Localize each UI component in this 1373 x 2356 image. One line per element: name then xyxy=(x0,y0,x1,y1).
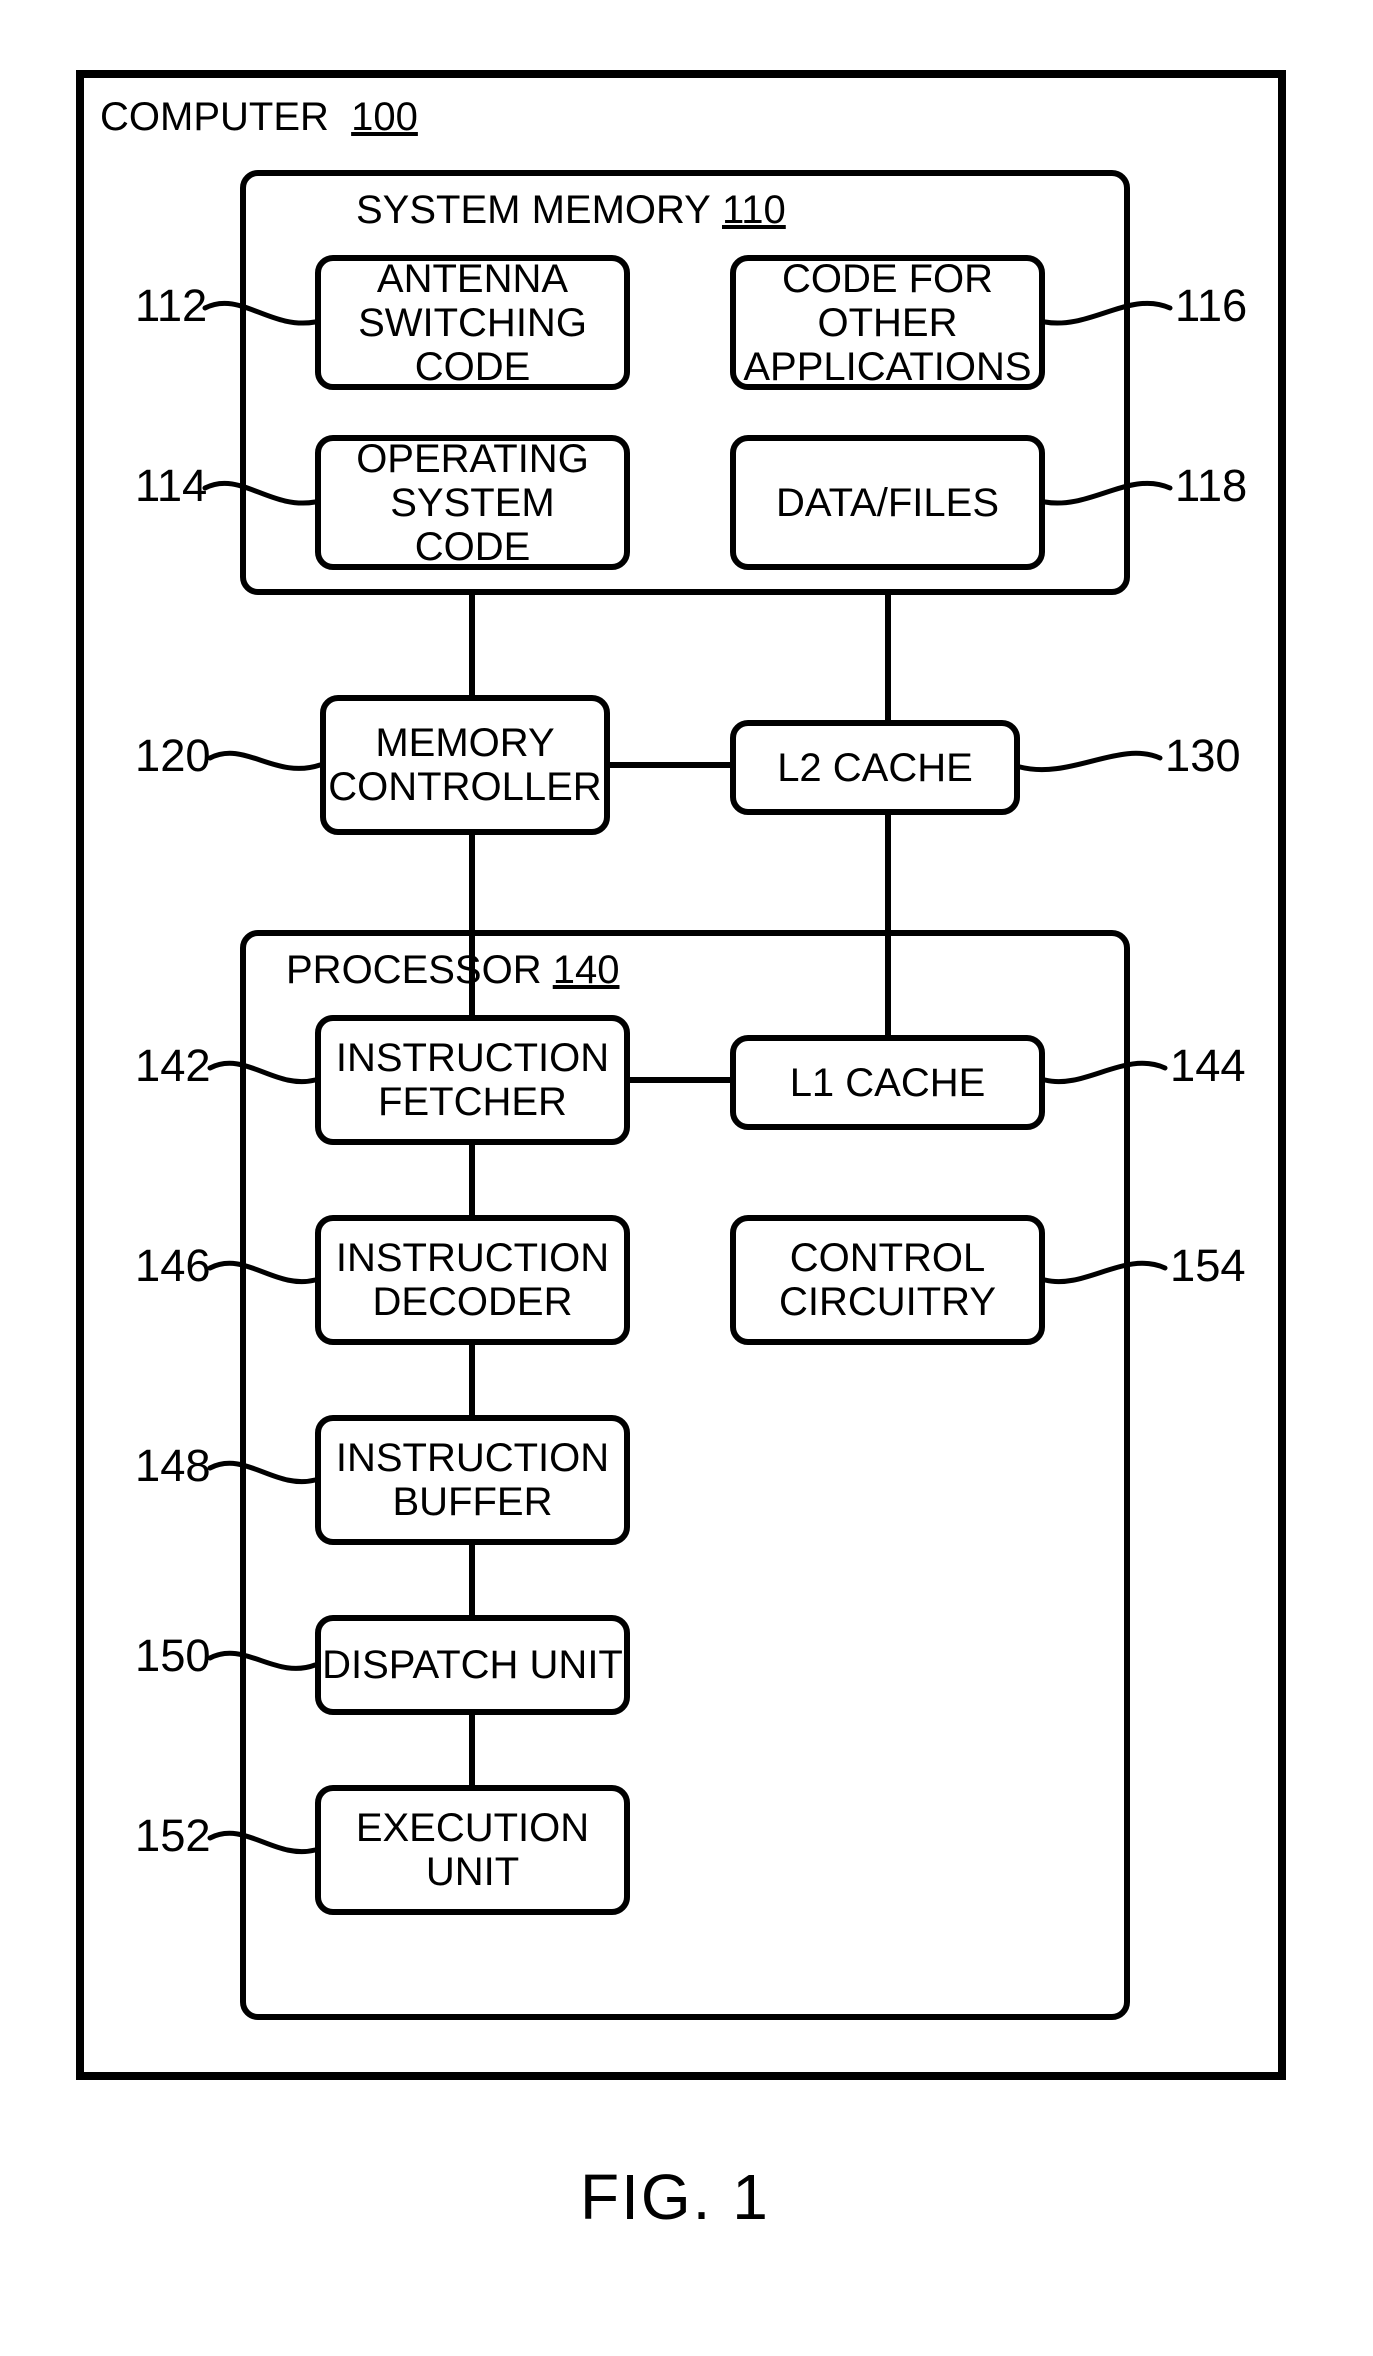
system-memory-label: SYSTEM MEMORY xyxy=(356,188,711,232)
instruction-decoder-label: INSTRUCTION DECODER xyxy=(336,1236,609,1324)
execution-unit-label: EXECUTION UNIT xyxy=(356,1806,589,1894)
figure-caption: FIG. 1 xyxy=(580,2160,770,2234)
dispatch-unit-box: DISPATCH UNIT xyxy=(315,1615,630,1715)
antenna-switching-code-label: ANTENNA SWITCHING CODE xyxy=(321,257,624,389)
instruction-fetcher-box: INSTRUCTION FETCHER xyxy=(315,1015,630,1145)
ref-120: 120 xyxy=(135,730,211,782)
system-memory-ref: 110 xyxy=(722,188,786,232)
ref-112: 112 xyxy=(135,280,207,332)
ref-144: 144 xyxy=(1170,1040,1246,1092)
memory-controller-box: MEMORY CONTROLLER xyxy=(320,695,610,835)
ref-152: 152 xyxy=(135,1810,211,1862)
control-circuitry-box: CONTROL CIRCUITRY xyxy=(730,1215,1045,1345)
ref-150: 150 xyxy=(135,1630,211,1682)
computer-title: COMPUTER 100 xyxy=(100,95,418,140)
dispatch-unit-label: DISPATCH UNIT xyxy=(322,1643,623,1687)
ref-114: 114 xyxy=(135,460,207,512)
control-circuitry-label: CONTROL CIRCUITRY xyxy=(779,1236,996,1324)
ref-146: 146 xyxy=(135,1240,211,1292)
instruction-buffer-box: INSTRUCTION BUFFER xyxy=(315,1415,630,1545)
ref-116: 116 xyxy=(1175,280,1247,332)
operating-system-code-label: OPERATING SYSTEM CODE xyxy=(321,437,624,569)
instruction-fetcher-label: INSTRUCTION FETCHER xyxy=(336,1036,609,1124)
instruction-buffer-label: INSTRUCTION BUFFER xyxy=(336,1436,609,1524)
l1-cache-box: L1 CACHE xyxy=(730,1035,1045,1130)
computer-label: COMPUTER xyxy=(100,95,329,139)
processor-ref: 140 xyxy=(553,948,620,992)
operating-system-code-box: OPERATING SYSTEM CODE xyxy=(315,435,630,570)
instruction-decoder-box: INSTRUCTION DECODER xyxy=(315,1215,630,1345)
ref-148: 148 xyxy=(135,1440,211,1492)
l1-cache-label: L1 CACHE xyxy=(790,1061,986,1105)
l2-cache-box: L2 CACHE xyxy=(730,720,1020,815)
processor-label: PROCESSOR xyxy=(286,948,542,992)
data-files-label: DATA/FILES xyxy=(776,481,999,525)
l2-cache-label: L2 CACHE xyxy=(777,746,973,790)
data-files-box: DATA/FILES xyxy=(730,435,1045,570)
ref-142: 142 xyxy=(135,1040,211,1092)
memory-controller-label: MEMORY CONTROLLER xyxy=(328,721,601,809)
ref-118: 118 xyxy=(1175,460,1247,512)
diagram-canvas: COMPUTER 100 SYSTEM MEMORY 110 ANTENNA S… xyxy=(40,40,1333,2316)
computer-ref: 100 xyxy=(351,95,418,139)
ref-154: 154 xyxy=(1170,1240,1246,1292)
antenna-switching-code-box: ANTENNA SWITCHING CODE xyxy=(315,255,630,390)
execution-unit-box: EXECUTION UNIT xyxy=(315,1785,630,1915)
code-other-apps-box: CODE FOR OTHER APPLICATIONS xyxy=(730,255,1045,390)
ref-130: 130 xyxy=(1165,730,1241,782)
code-other-apps-label: CODE FOR OTHER APPLICATIONS xyxy=(736,257,1039,389)
